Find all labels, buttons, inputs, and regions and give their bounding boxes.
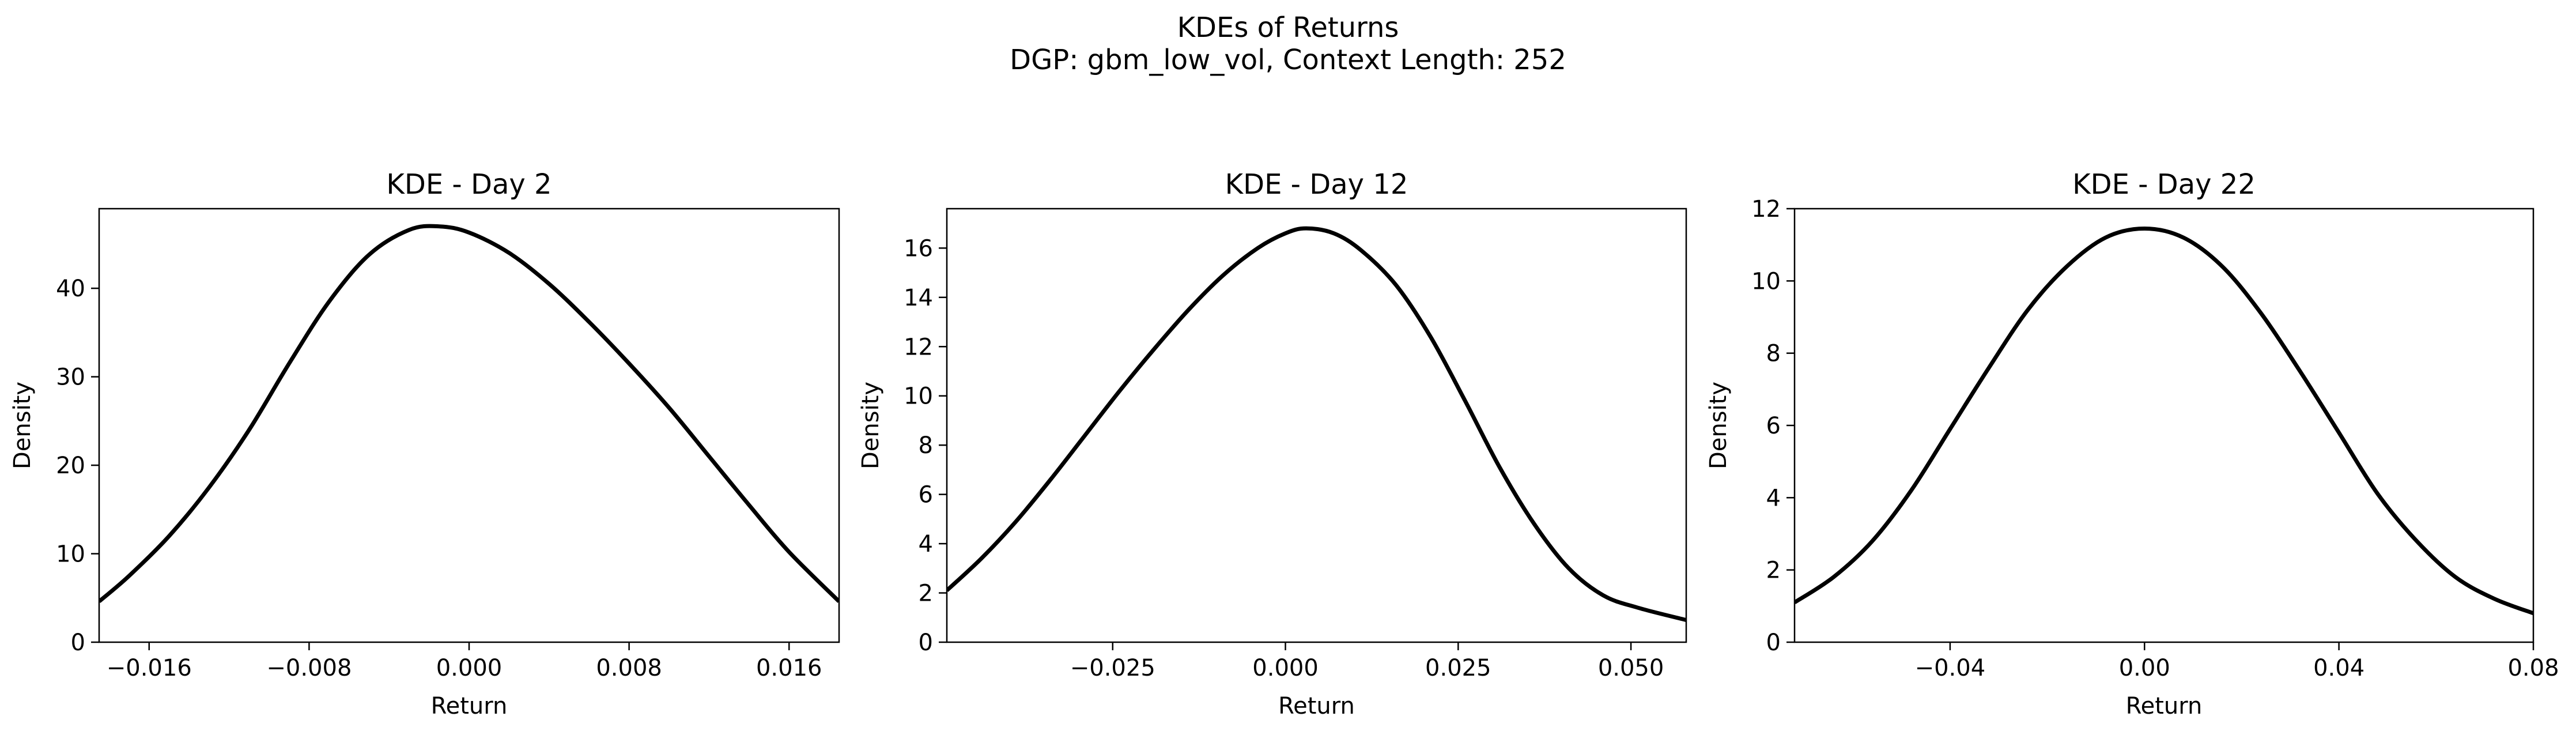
panel-1-x-tick-label: −0.016 (107, 655, 192, 681)
panel-3-y-tick-label: 4 (1766, 485, 1781, 511)
panel-3-y-tick-label: 6 (1766, 413, 1781, 439)
panel-3-y-tick-label: 2 (1766, 557, 1781, 584)
panel-3-y-axis-label: Density (1705, 382, 1732, 469)
panel-2-y-tick-label: 6 (919, 482, 933, 508)
panel-2-y-tick-label: 4 (919, 531, 933, 557)
panel-2-y-tick-label: 14 (904, 285, 933, 311)
panel-3-x-tick-label: 0.04 (2313, 655, 2365, 681)
panel-2-y-tick-label: 10 (904, 383, 933, 410)
panel-3-y-tick-label: 12 (1751, 196, 1781, 223)
panel-3-y-tick-label: 0 (1766, 630, 1781, 656)
panel-1-x-tick-label: 0.000 (436, 655, 503, 681)
panel-1-x-axis-label: Return (431, 693, 508, 719)
panel-2-y-tick-label: 2 (919, 581, 933, 607)
panel-1-x-tick-label: −0.008 (266, 655, 352, 681)
panel-1-y-tick-label: 40 (56, 276, 85, 302)
panel-2-axes-frame (946, 208, 1687, 643)
panel-2-x-tick-label: 0.000 (1252, 655, 1319, 681)
panel-3-x-axis-label: Return (2126, 693, 2203, 719)
panel-2-x-tick-label: 0.050 (1598, 655, 1664, 681)
panel-1-y-axis-label: Density (9, 382, 36, 469)
panel-1-x-tick-label: 0.016 (756, 655, 822, 681)
panel-1-axes-frame (98, 208, 840, 643)
panel-1-y-tick-label: 10 (56, 541, 85, 568)
panel-2-title: KDE - Day 12 (1225, 168, 1408, 201)
panel-2-x-axis-label: Return (1278, 693, 1355, 719)
panel-2-x-tick-label: 0.025 (1425, 655, 1491, 681)
panel-2-y-tick-label: 16 (904, 235, 933, 262)
panel-3-kde-line-1 (1795, 226, 2533, 616)
panel-3-y-tick-label: 10 (1751, 268, 1781, 295)
panel-1-y-tick-label: 20 (56, 453, 85, 479)
panel-2-y-tick-label: 8 (919, 432, 933, 459)
panel-3-y-tick-label: 8 (1766, 341, 1781, 367)
figure-subtitle: DGP: gbm_low_vol, Context Length: 252 (1010, 44, 1566, 76)
panel-2-kde-line-1 (947, 226, 1686, 622)
panel-1-title: KDE - Day 2 (386, 168, 552, 201)
panel-1-y-tick-label: 0 (71, 630, 85, 656)
panel-3-axes-frame (1793, 208, 2535, 643)
panel-3-x-tick-label: −0.04 (1915, 655, 1986, 681)
figure-title: KDEs of Returns (1177, 12, 1399, 44)
panel-2-y-tick-label: 12 (904, 334, 933, 360)
panel-1-y-tick-label: 30 (56, 364, 85, 391)
panel-1-kde-line-1 (99, 224, 839, 604)
panel-3-x-tick-label: 0.00 (2119, 655, 2170, 681)
panel-3-title: KDE - Day 22 (2072, 168, 2256, 201)
panel-1-x-tick-label: 0.008 (596, 655, 662, 681)
panel-2-y-tick-label: 0 (919, 630, 933, 656)
panel-3-x-tick-label: 0.08 (2507, 655, 2559, 681)
panel-2-x-tick-label: −0.025 (1070, 655, 1155, 681)
panel-2-y-axis-label: Density (858, 382, 884, 469)
